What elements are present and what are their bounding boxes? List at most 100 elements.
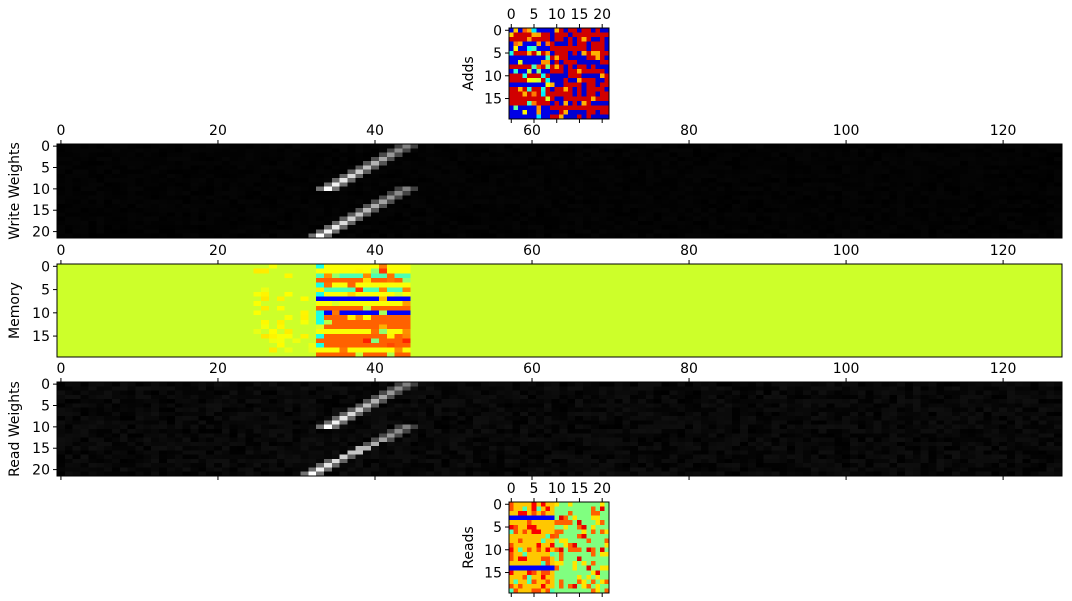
heatmap-cell	[606, 182, 615, 188]
heatmap-cell	[944, 220, 953, 226]
heatmap-cell	[590, 156, 600, 162]
heatmap-cell	[873, 212, 882, 218]
heatmap-cell	[378, 315, 388, 321]
heatmap-cell	[426, 212, 435, 218]
heatmap-cell	[834, 195, 843, 200]
heatmap-cell	[72, 208, 81, 213]
heatmap-cell	[410, 282, 419, 288]
heatmap-cell	[96, 186, 105, 192]
heatmap-cell	[465, 165, 474, 171]
heatmap-cell	[567, 178, 576, 183]
heatmap-cell	[520, 301, 529, 307]
heatmap-cell	[904, 305, 914, 311]
heatmap-cell	[881, 282, 890, 288]
heatmap-cell	[661, 182, 670, 188]
heatmap-cell	[536, 91, 542, 97]
heatmap-cell	[363, 178, 372, 183]
heatmap-cell	[614, 208, 623, 213]
heatmap-cell	[936, 212, 945, 218]
heatmap-cell	[465, 268, 474, 274]
heatmap-cell	[174, 310, 184, 316]
heatmap-cell	[991, 182, 1000, 188]
heatmap-cell	[268, 301, 278, 307]
heatmap-cell	[928, 182, 937, 188]
heatmap-cell	[771, 264, 780, 270]
heatmap-cell	[669, 225, 678, 230]
heatmap-cell	[889, 212, 898, 218]
heatmap-cell	[527, 50, 533, 56]
heatmap-cell	[975, 319, 984, 325]
heatmap-cell	[418, 169, 427, 175]
heatmap-cell	[708, 182, 717, 188]
heatmap-cell	[457, 165, 466, 171]
heatmap-cell	[559, 310, 568, 316]
heatmap-cell	[1022, 296, 1031, 302]
heatmap-cell	[952, 301, 961, 307]
heatmap-cell	[834, 282, 843, 288]
heatmap-cell	[418, 277, 427, 283]
heatmap-cell	[842, 178, 851, 183]
heatmap-cell	[135, 282, 144, 288]
heatmap-cell	[645, 305, 655, 311]
heatmap-cell	[166, 165, 176, 171]
heatmap-cell	[936, 268, 945, 274]
heatmap-cell	[88, 212, 97, 218]
heatmap-cell	[614, 203, 623, 209]
heatmap-cell	[159, 156, 168, 162]
heatmap-cell	[850, 165, 859, 171]
heatmap-cell	[237, 186, 246, 192]
heatmap-cell	[959, 208, 969, 213]
heatmap-cell	[559, 305, 568, 311]
heatmap-cell	[72, 229, 81, 235]
heatmap-cell	[590, 282, 600, 288]
heatmap-cell	[88, 161, 97, 166]
heatmap-cell	[221, 229, 231, 235]
heatmap-cell	[347, 161, 356, 166]
heatmap-cell	[80, 169, 89, 175]
heatmap-cell	[536, 100, 542, 106]
heatmap-cell	[975, 233, 984, 239]
heatmap-cell	[889, 195, 898, 200]
heatmap-cell	[174, 319, 184, 325]
heatmap-cell	[669, 229, 678, 235]
heatmap-cell	[292, 301, 301, 307]
heatmap-cell	[586, 105, 592, 111]
heatmap-cell	[724, 191, 733, 196]
heatmap-cell	[952, 277, 961, 283]
heatmap-cell	[638, 161, 647, 166]
heatmap-cell	[928, 148, 937, 153]
heatmap-cell	[928, 282, 937, 288]
heatmap-cell	[355, 319, 364, 325]
heatmap-cell	[522, 55, 528, 61]
heatmap-cell	[496, 233, 505, 239]
heatmap-cell	[363, 208, 372, 213]
heatmap-cell	[426, 186, 435, 192]
heatmap-cell	[386, 291, 396, 297]
heatmap-cell	[1014, 169, 1024, 175]
heatmap-cell	[531, 46, 537, 52]
heatmap-cell	[386, 301, 396, 307]
heatmap-cell	[920, 169, 929, 175]
heatmap-cell	[441, 287, 450, 293]
heatmap-cell	[630, 165, 639, 171]
heatmap-cell	[531, 73, 537, 79]
heatmap-cell	[763, 199, 772, 205]
heatmap-cell	[386, 199, 396, 205]
heatmap-cell	[708, 186, 717, 192]
heatmap-cell	[111, 291, 121, 297]
heatmap-cell	[645, 156, 655, 162]
heatmap-cell	[653, 291, 662, 297]
heatmap-cell	[575, 156, 584, 162]
heatmap-cell	[936, 225, 945, 230]
heatmap-cell	[221, 161, 231, 166]
heatmap-cell	[581, 91, 587, 97]
heatmap-cell	[581, 37, 587, 43]
heatmap-cell	[488, 161, 498, 166]
heatmap-cell	[316, 208, 325, 213]
heatmap-cell	[653, 173, 662, 179]
heatmap-cell	[268, 169, 278, 175]
heatmap-cell	[826, 169, 835, 175]
heatmap-cell	[904, 178, 914, 183]
heatmap-cell	[653, 264, 662, 270]
heatmap-cell	[590, 199, 600, 205]
